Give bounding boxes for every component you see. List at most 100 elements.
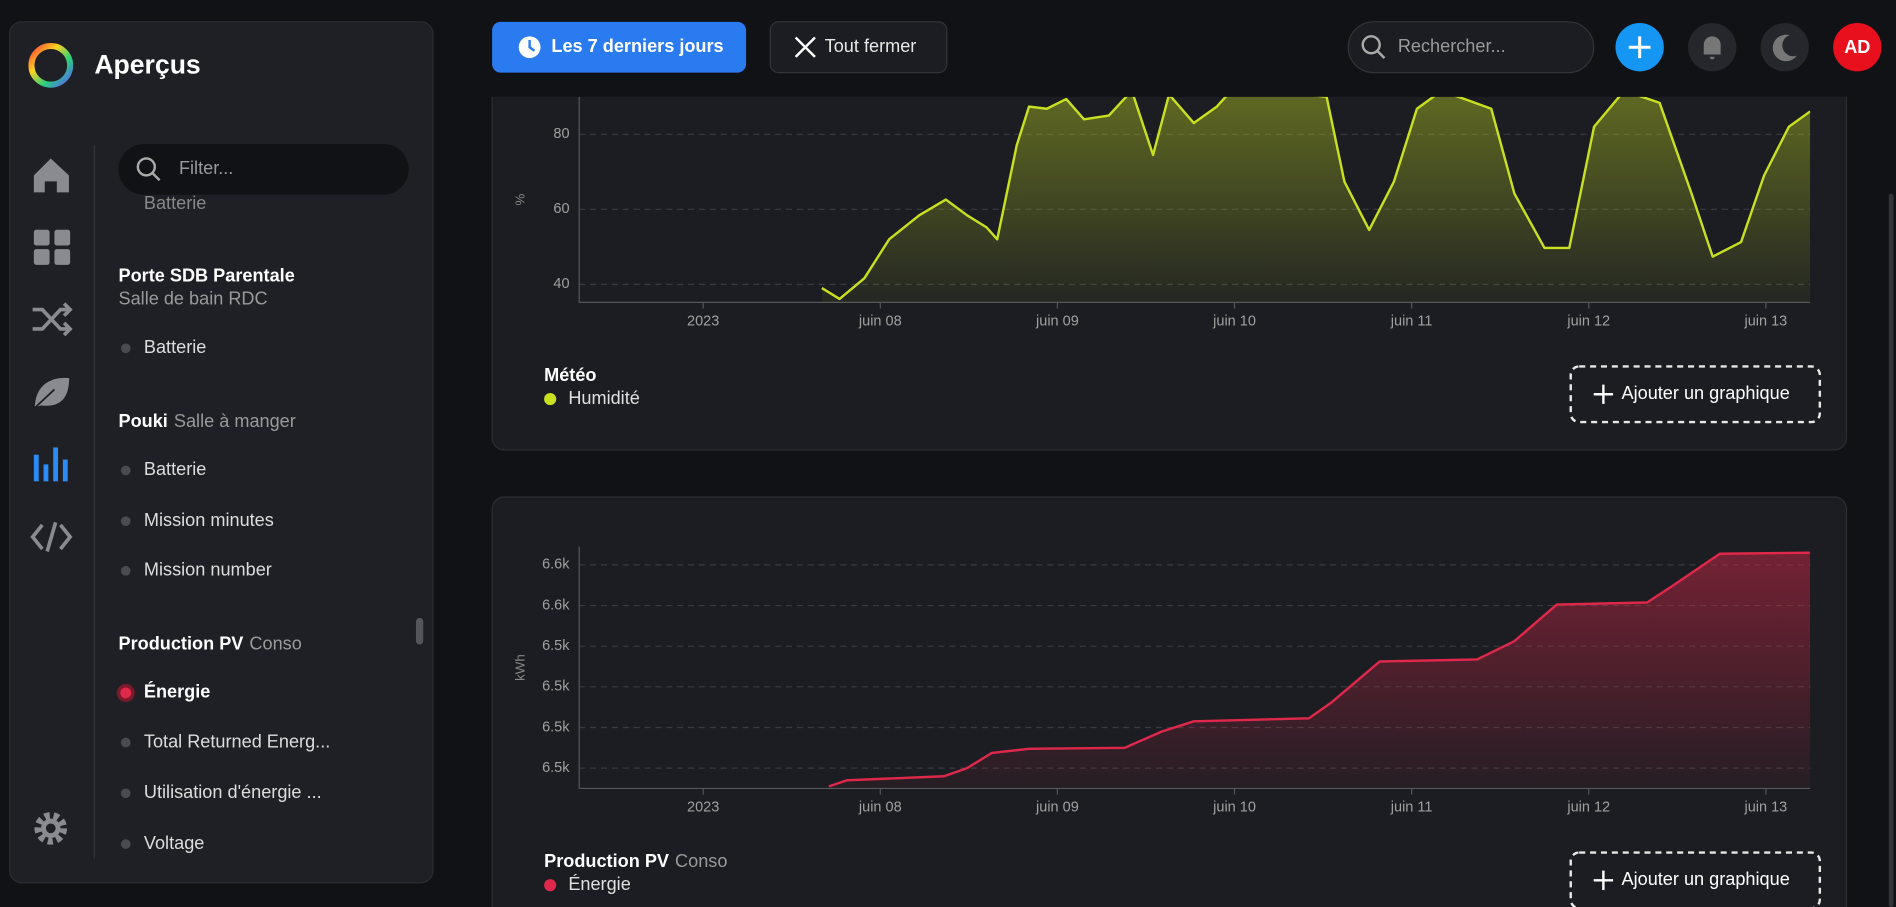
y-tick-label: 6.6k — [542, 597, 570, 613]
x-tick-label: juin 11 — [1390, 800, 1433, 816]
sidebar-item[interactable]: Total Returned Energ... — [144, 731, 330, 751]
y-tick-label: 80 — [553, 126, 569, 142]
item-dot-selected — [116, 683, 135, 702]
y-tick-label: 6.5k — [542, 760, 570, 776]
y-axis-label: kWh — [513, 654, 528, 681]
y-tick-label: 6.6k — [542, 557, 570, 573]
history-icon[interactable] — [33, 447, 68, 482]
legend-heading: Météo — [544, 365, 596, 385]
item-dot — [120, 516, 131, 527]
x-tick-label: juin 09 — [1035, 314, 1079, 330]
close-label: Tout fermer — [825, 36, 917, 56]
automation-icon[interactable] — [32, 302, 73, 337]
sidebar-item[interactable]: Énergie — [144, 681, 210, 702]
legend-swatch — [544, 879, 557, 892]
close-icon — [794, 36, 816, 58]
add-chart-icon — [1593, 384, 1614, 404]
sidebar-item[interactable]: Voltage — [144, 833, 204, 853]
item-dot — [120, 788, 131, 799]
sidebar-item[interactable]: Batterie — [144, 459, 206, 479]
add-chart-button[interactable] — [1569, 365, 1822, 424]
search-placeholder: Rechercher... — [1398, 36, 1506, 56]
home-icon[interactable] — [33, 158, 69, 193]
sidebar-item[interactable]: Batterie — [144, 337, 206, 357]
page-scrollbar[interactable] — [1888, 193, 1894, 907]
group-heading: Pouki Salle à manger — [119, 411, 296, 431]
add-chart-label: Ajouter un graphique — [1622, 869, 1790, 889]
chart-card — [491, 496, 1848, 907]
x-tick-label: juin 12 — [1566, 314, 1610, 330]
charts: 40 60 80 2023 juin 08 juin 09 juin 10 juin 11 ju… — [513, 96, 1822, 907]
bell-icon — [1703, 36, 1721, 60]
y-tick-label: 6.5k — [542, 679, 570, 695]
legend-label: Humidité — [568, 388, 640, 408]
sidebar-item[interactable]: Utilisation d'énergie ... — [144, 782, 322, 802]
filter-placeholder: Filter... — [179, 158, 233, 178]
group-area: Conso — [249, 633, 301, 653]
legend-title: Météo — [544, 365, 596, 385]
search-icon — [1361, 35, 1381, 55]
item-dot — [120, 839, 131, 849]
logo — [28, 42, 74, 88]
sidebar-item[interactable]: Batterie — [144, 193, 206, 213]
dashboard-icon[interactable] — [33, 229, 71, 265]
x-tick-label: juin 12 — [1566, 800, 1610, 816]
add-chart-icon — [1593, 870, 1614, 891]
legend-swatch — [544, 393, 557, 406]
settings-icon-core — [41, 818, 61, 839]
clock-hand — [528, 39, 536, 52]
group-name: Porte SDB Parentale — [119, 266, 295, 286]
item-dot — [120, 465, 131, 476]
y-tick-label: 60 — [553, 201, 569, 217]
settings-icon[interactable] — [34, 812, 68, 845]
scrollbar[interactable] — [415, 617, 424, 645]
y-tick-label: 6.5k — [542, 638, 570, 654]
sidebar — [9, 21, 434, 884]
sidebar-item[interactable]: Mission number — [144, 560, 272, 580]
theme-button[interactable] — [1760, 23, 1809, 72]
avatar-initials: AD — [1844, 37, 1870, 57]
group-area: Salle à manger — [174, 411, 296, 431]
add-chart-button[interactable] — [1569, 851, 1822, 907]
filter-icon-handle — [151, 172, 161, 182]
range-label: Les 7 derniers jours — [551, 36, 723, 56]
x-tick-label: juin 11 — [1390, 314, 1433, 330]
energy-icon[interactable] — [32, 376, 72, 411]
group-name: Production PV — [119, 633, 244, 653]
search-box[interactable] — [1347, 21, 1595, 74]
group-heading: Production PV Conso — [119, 633, 302, 653]
filter-box[interactable] — [118, 143, 409, 195]
legend-title: Production PV — [544, 851, 669, 871]
line — [821, 96, 1811, 301]
filter-icon — [136, 157, 156, 177]
avatar[interactable] — [1833, 23, 1882, 72]
item-dot — [120, 565, 131, 576]
line — [828, 551, 1811, 788]
x-tick-label: juin 13 — [1744, 314, 1788, 330]
legend-heading: Production PV Conso — [544, 851, 727, 871]
group-area: Salle de bain RDC — [119, 289, 268, 309]
item-dot — [120, 737, 131, 748]
legend-label: Énergie — [568, 874, 630, 894]
developer-icon[interactable] — [30, 521, 73, 552]
y-axis-label: % — [513, 193, 528, 205]
x-tick-label: juin 08 — [858, 314, 902, 330]
sidebar-item[interactable]: Mission minutes — [144, 510, 274, 530]
search-icon-handle — [1376, 49, 1386, 59]
item-dot — [120, 343, 131, 354]
y-tick-label: 40 — [553, 276, 569, 292]
x-tick-label: juin 13 — [1744, 800, 1788, 816]
group-name: Pouki — [119, 411, 168, 431]
add-icon — [1628, 36, 1651, 59]
legend-subtitle: Conso — [675, 851, 727, 871]
area — [828, 552, 1811, 789]
y-tick-label: 6.5k — [542, 719, 570, 735]
add-chart-label: Ajouter un graphique — [1622, 383, 1790, 403]
x-tick-label: 2023 — [687, 800, 719, 816]
range-button[interactable] — [492, 21, 747, 73]
close-button[interactable] — [769, 21, 948, 74]
x-tick-label: 2023 — [687, 314, 719, 330]
x-tick-label: juin 10 — [1212, 314, 1256, 330]
